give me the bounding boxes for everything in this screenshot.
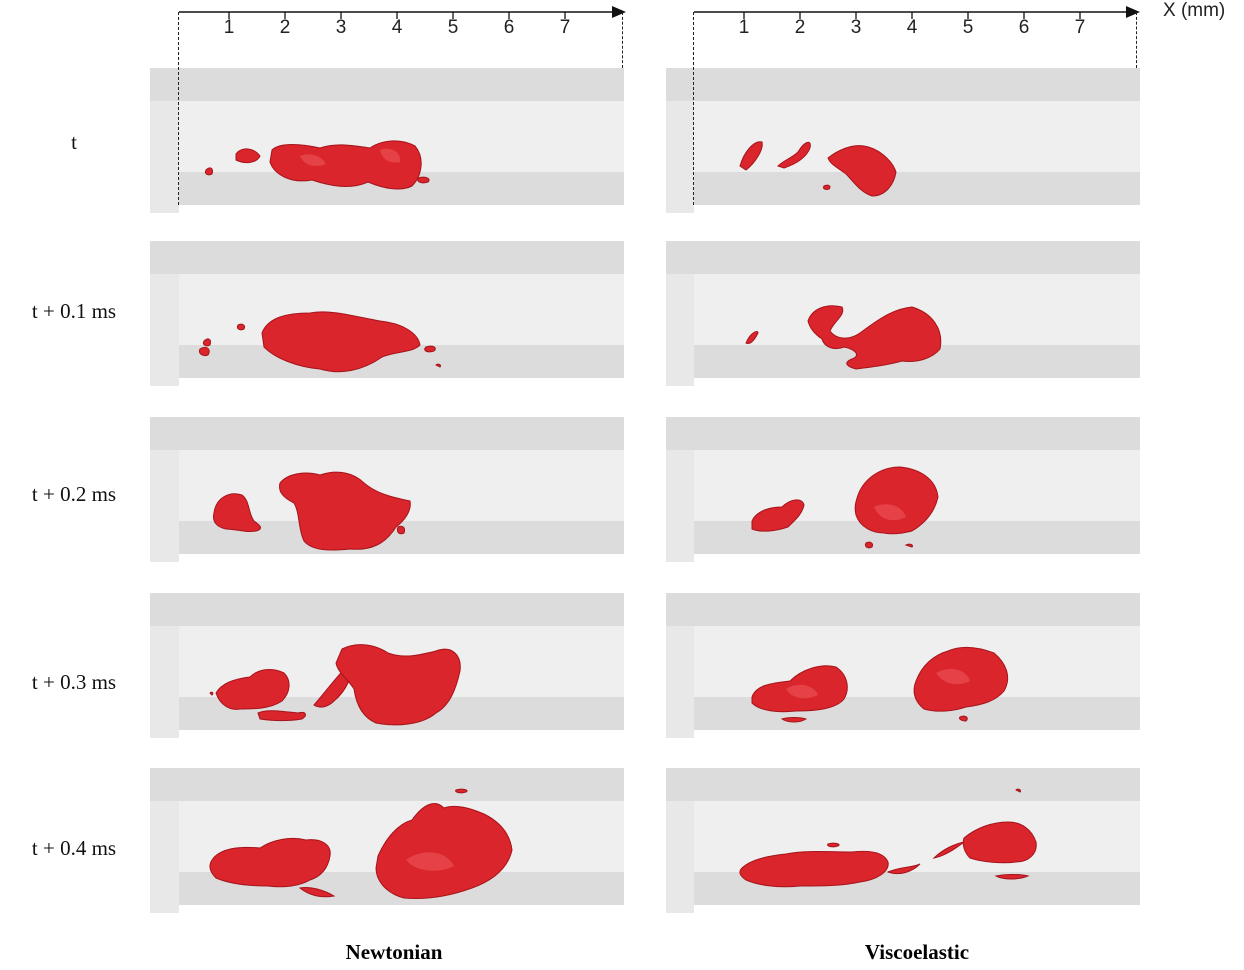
x-axis-unit-label: X (mm) (1163, 0, 1226, 21)
x-axis-viscoelastic-line (694, 6, 1140, 19)
row-label-t3: t + 0.3 ms (31, 670, 117, 694)
x-tick-label: 3 (850, 17, 862, 38)
row-label-t4: t + 0.4 ms (31, 836, 117, 860)
x-tick-label: 6 (503, 17, 515, 38)
panel-newtonian-t4 (150, 768, 624, 915)
panel-newtonian-t1 (150, 241, 624, 388)
x-axis-newtonian: 1 2 3 4 5 6 7 (0, 0, 640, 80)
dashed-guide-viscoelastic-left (693, 12, 694, 205)
dashed-guide-newtonian-left (178, 12, 179, 205)
column-title-newtonian: Newtonian (345, 940, 443, 964)
x-tick-label: 2 (279, 17, 291, 38)
panel-viscoelastic-t0 (666, 68, 1140, 215)
x-tick-label: 1 (738, 17, 750, 38)
x-tick-label: 4 (906, 17, 918, 38)
column-title-viscoelastic: Viscoelastic (864, 940, 970, 964)
x-tick-label: 4 (391, 17, 403, 38)
x-axis-newtonian-line (179, 6, 626, 19)
x-tick-label: 7 (1074, 17, 1086, 38)
panel-newtonian-t2 (150, 417, 624, 564)
x-tick-label: 3 (335, 17, 347, 38)
panel-viscoelastic-t2 (666, 417, 1140, 564)
row-label-t1: t + 0.1 ms (31, 299, 117, 323)
x-axis-viscoelastic: 1 2 3 4 5 6 7 (0, 0, 1160, 80)
panel-newtonian-t0 (150, 68, 624, 215)
row-label-t0: t (71, 130, 77, 154)
x-tick-label: 5 (447, 17, 459, 38)
dashed-guide-newtonian-right (622, 12, 623, 68)
dashed-guide-viscoelastic-right (1136, 12, 1137, 68)
panel-viscoelastic-t4 (666, 768, 1140, 915)
x-tick-label: 7 (559, 17, 571, 38)
panel-viscoelastic-t3 (666, 593, 1140, 740)
panel-viscoelastic-t1 (666, 241, 1140, 388)
x-tick-label: 2 (794, 17, 806, 38)
panel-newtonian-t3 (150, 593, 624, 740)
x-tick-label: 1 (223, 17, 235, 38)
row-label-t2: t + 0.2 ms (31, 482, 117, 506)
x-tick-label: 6 (1018, 17, 1030, 38)
x-tick-label: 5 (962, 17, 974, 38)
